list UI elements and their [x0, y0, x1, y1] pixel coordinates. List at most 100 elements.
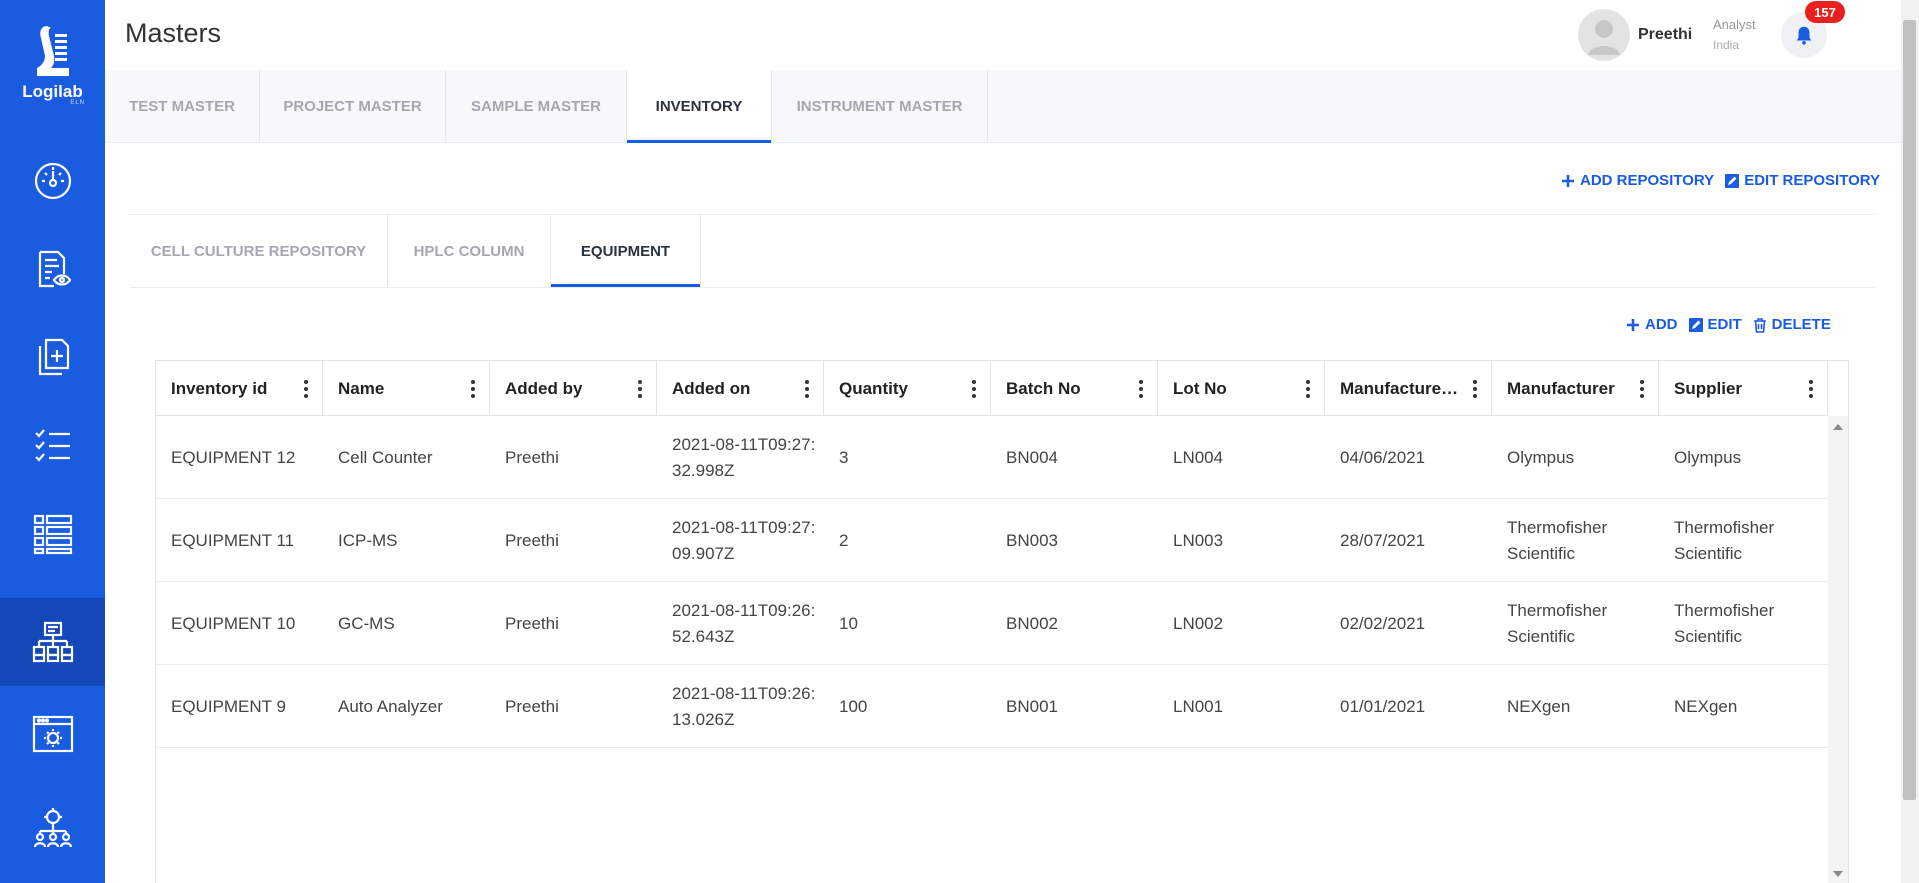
cell-name: ICP-MS	[338, 530, 398, 550]
column-header-lot-no[interactable]: Lot No	[1158, 361, 1325, 416]
divider	[130, 214, 1875, 215]
column-header-inventory-id[interactable]: Inventory id	[156, 361, 323, 416]
cell-name: Cell Counter	[338, 447, 433, 467]
cell-manufacturer: Thermofisher Scientific	[1507, 517, 1608, 563]
tab-sample-master[interactable]: SAMPLE MASTER	[446, 70, 627, 143]
edit-button[interactable]: EDIT	[1688, 316, 1742, 333]
list-grid-icon	[33, 514, 72, 555]
cell-supplier: Thermofisher Scientific	[1674, 517, 1775, 563]
column-menu-icon[interactable]	[304, 380, 308, 398]
sidebar-item-team[interactable]	[0, 784, 105, 872]
brand-name: Logilab	[22, 82, 83, 101]
column-header-manufactured-date[interactable]: Manufactured Date	[1325, 361, 1492, 416]
cell-added-on: 2021-08-11T09:27:32.998Z	[672, 434, 816, 480]
cell-inventory-id: EQUIPMENT 12	[171, 447, 296, 467]
column-menu-icon[interactable]	[1139, 380, 1143, 398]
cell-added-on: 2021-08-11T09:27:09.907Z	[672, 517, 816, 563]
trash-icon	[1753, 317, 1766, 333]
cell-manufacturer: NEXgen	[1507, 696, 1571, 716]
column-menu-icon[interactable]	[471, 380, 475, 398]
table-row[interactable]: EQUIPMENT 9 Auto Analyzer Preethi 2021-0…	[156, 665, 1828, 748]
scroll-down-arrow-icon[interactable]	[1833, 871, 1843, 877]
user-location: India	[1713, 38, 1740, 52]
sidebar-item-documents[interactable]	[0, 225, 105, 313]
delete-label: DELETE	[1771, 316, 1831, 333]
tab-project-master[interactable]: PROJECT MASTER	[260, 70, 446, 143]
cell-lot-no: LN003	[1173, 530, 1224, 550]
column-menu-icon[interactable]	[805, 380, 809, 398]
delete-button[interactable]: DELETE	[1752, 316, 1831, 333]
cell-quantity: 10	[839, 613, 858, 633]
column-header-label: Manufactured Date	[1340, 378, 1465, 398]
cell-inventory-id: EQUIPMENT 9	[171, 696, 286, 716]
scroll-up-arrow-icon[interactable]	[1833, 424, 1843, 430]
column-menu-icon[interactable]	[972, 380, 976, 398]
page-scrollbar-thumb[interactable]	[1903, 20, 1916, 800]
cell-added-on: 2021-08-11T09:26:52.643Z	[672, 600, 816, 646]
edit-repository-button[interactable]: EDIT REPOSITORY	[1724, 172, 1880, 189]
cell-batch-no: BN001	[1006, 696, 1058, 716]
column-header-label: Quantity	[839, 378, 908, 398]
tab-test-master[interactable]: TEST MASTER	[105, 70, 260, 143]
sidebar-item-dashboard[interactable]	[0, 137, 105, 225]
document-view-icon	[38, 250, 71, 288]
cell-name: GC-MS	[338, 613, 395, 633]
column-menu-icon[interactable]	[638, 380, 642, 398]
add-repository-button[interactable]: ADD REPOSITORY	[1560, 172, 1714, 189]
table-row[interactable]: EQUIPMENT 11 ICP-MS Preethi 2021-08-11T0…	[156, 499, 1828, 582]
column-menu-icon[interactable]	[1809, 380, 1813, 398]
column-menu-icon[interactable]	[1306, 380, 1310, 398]
divider	[130, 287, 1875, 288]
avatar[interactable]	[1578, 9, 1630, 61]
edit-icon	[1688, 317, 1703, 332]
cell-manufactured-date: 28/07/2021	[1340, 530, 1426, 550]
table-scrollbar[interactable]	[1828, 416, 1848, 883]
sidebar-item-tasks[interactable]	[0, 401, 105, 489]
cell-lot-no: LN002	[1173, 613, 1224, 633]
column-header-added-on[interactable]: Added on	[657, 361, 824, 416]
column-menu-icon[interactable]	[1473, 380, 1477, 398]
column-header-batch-no[interactable]: Batch No	[991, 361, 1158, 416]
cell-inventory-id: EQUIPMENT 10	[171, 613, 296, 633]
inventory-table: Inventory id Name Added by Added on Quan…	[155, 360, 1849, 883]
column-header-manufacturer[interactable]: Manufacturer	[1492, 361, 1659, 416]
cell-supplier: Olympus	[1674, 447, 1742, 467]
logo[interactable]: Logilab ELN	[0, 22, 105, 114]
cell-batch-no: BN002	[1006, 613, 1058, 633]
column-header-added-by[interactable]: Added by	[490, 361, 657, 416]
cell-manufacturer: Thermofisher Scientific	[1507, 600, 1608, 646]
tab-instrument-master[interactable]: INSTRUMENT MASTER	[772, 70, 988, 143]
sidebar-item-masters[interactable]	[0, 598, 105, 686]
cell-lot-no: LN004	[1173, 447, 1224, 467]
column-header-name[interactable]: Name	[323, 361, 490, 416]
column-header-label: Name	[338, 378, 385, 398]
sidebar-item-lists[interactable]	[0, 489, 105, 577]
edit-label: EDIT	[1707, 316, 1742, 333]
column-menu-icon[interactable]	[1640, 380, 1644, 398]
add-repository-label: ADD REPOSITORY	[1580, 172, 1715, 189]
team-settings-icon	[33, 808, 72, 848]
add-button[interactable]: ADD	[1625, 316, 1678, 333]
table-actions: ADD EDIT DELETE	[1625, 316, 1831, 333]
sidebar-item-settings[interactable]	[0, 690, 105, 778]
table-row[interactable]: EQUIPMENT 10 GC-MS Preethi 2021-08-11T09…	[156, 582, 1828, 665]
dashboard-gauge-icon	[34, 162, 71, 200]
tab-equipment[interactable]: EQUIPMENT	[551, 215, 701, 287]
cell-added-by: Preethi	[505, 696, 559, 716]
table-row[interactable]: EQUIPMENT 12 Cell Counter Preethi 2021-0…	[156, 416, 1828, 499]
plus-icon	[1562, 174, 1574, 187]
sidebar-item-copy[interactable]	[0, 313, 105, 401]
cell-quantity: 3	[839, 447, 849, 467]
cell-supplier: NEXgen	[1674, 696, 1738, 716]
user-role: Analyst	[1713, 17, 1756, 32]
tab-cell-culture-repository[interactable]: CELL CULTURE REPOSITORY	[130, 215, 388, 287]
brand-sub: ELN	[70, 100, 85, 106]
column-header-label: Lot No	[1173, 378, 1227, 398]
tab-hplc-column[interactable]: HPLC COLUMN	[388, 215, 551, 287]
cell-quantity: 2	[839, 530, 849, 550]
column-header-quantity[interactable]: Quantity	[824, 361, 991, 416]
tab-inventory[interactable]: INVENTORY	[627, 70, 772, 143]
copy-add-icon	[38, 338, 69, 376]
bell-icon	[1796, 26, 1812, 45]
column-header-supplier[interactable]: Supplier	[1659, 361, 1828, 416]
